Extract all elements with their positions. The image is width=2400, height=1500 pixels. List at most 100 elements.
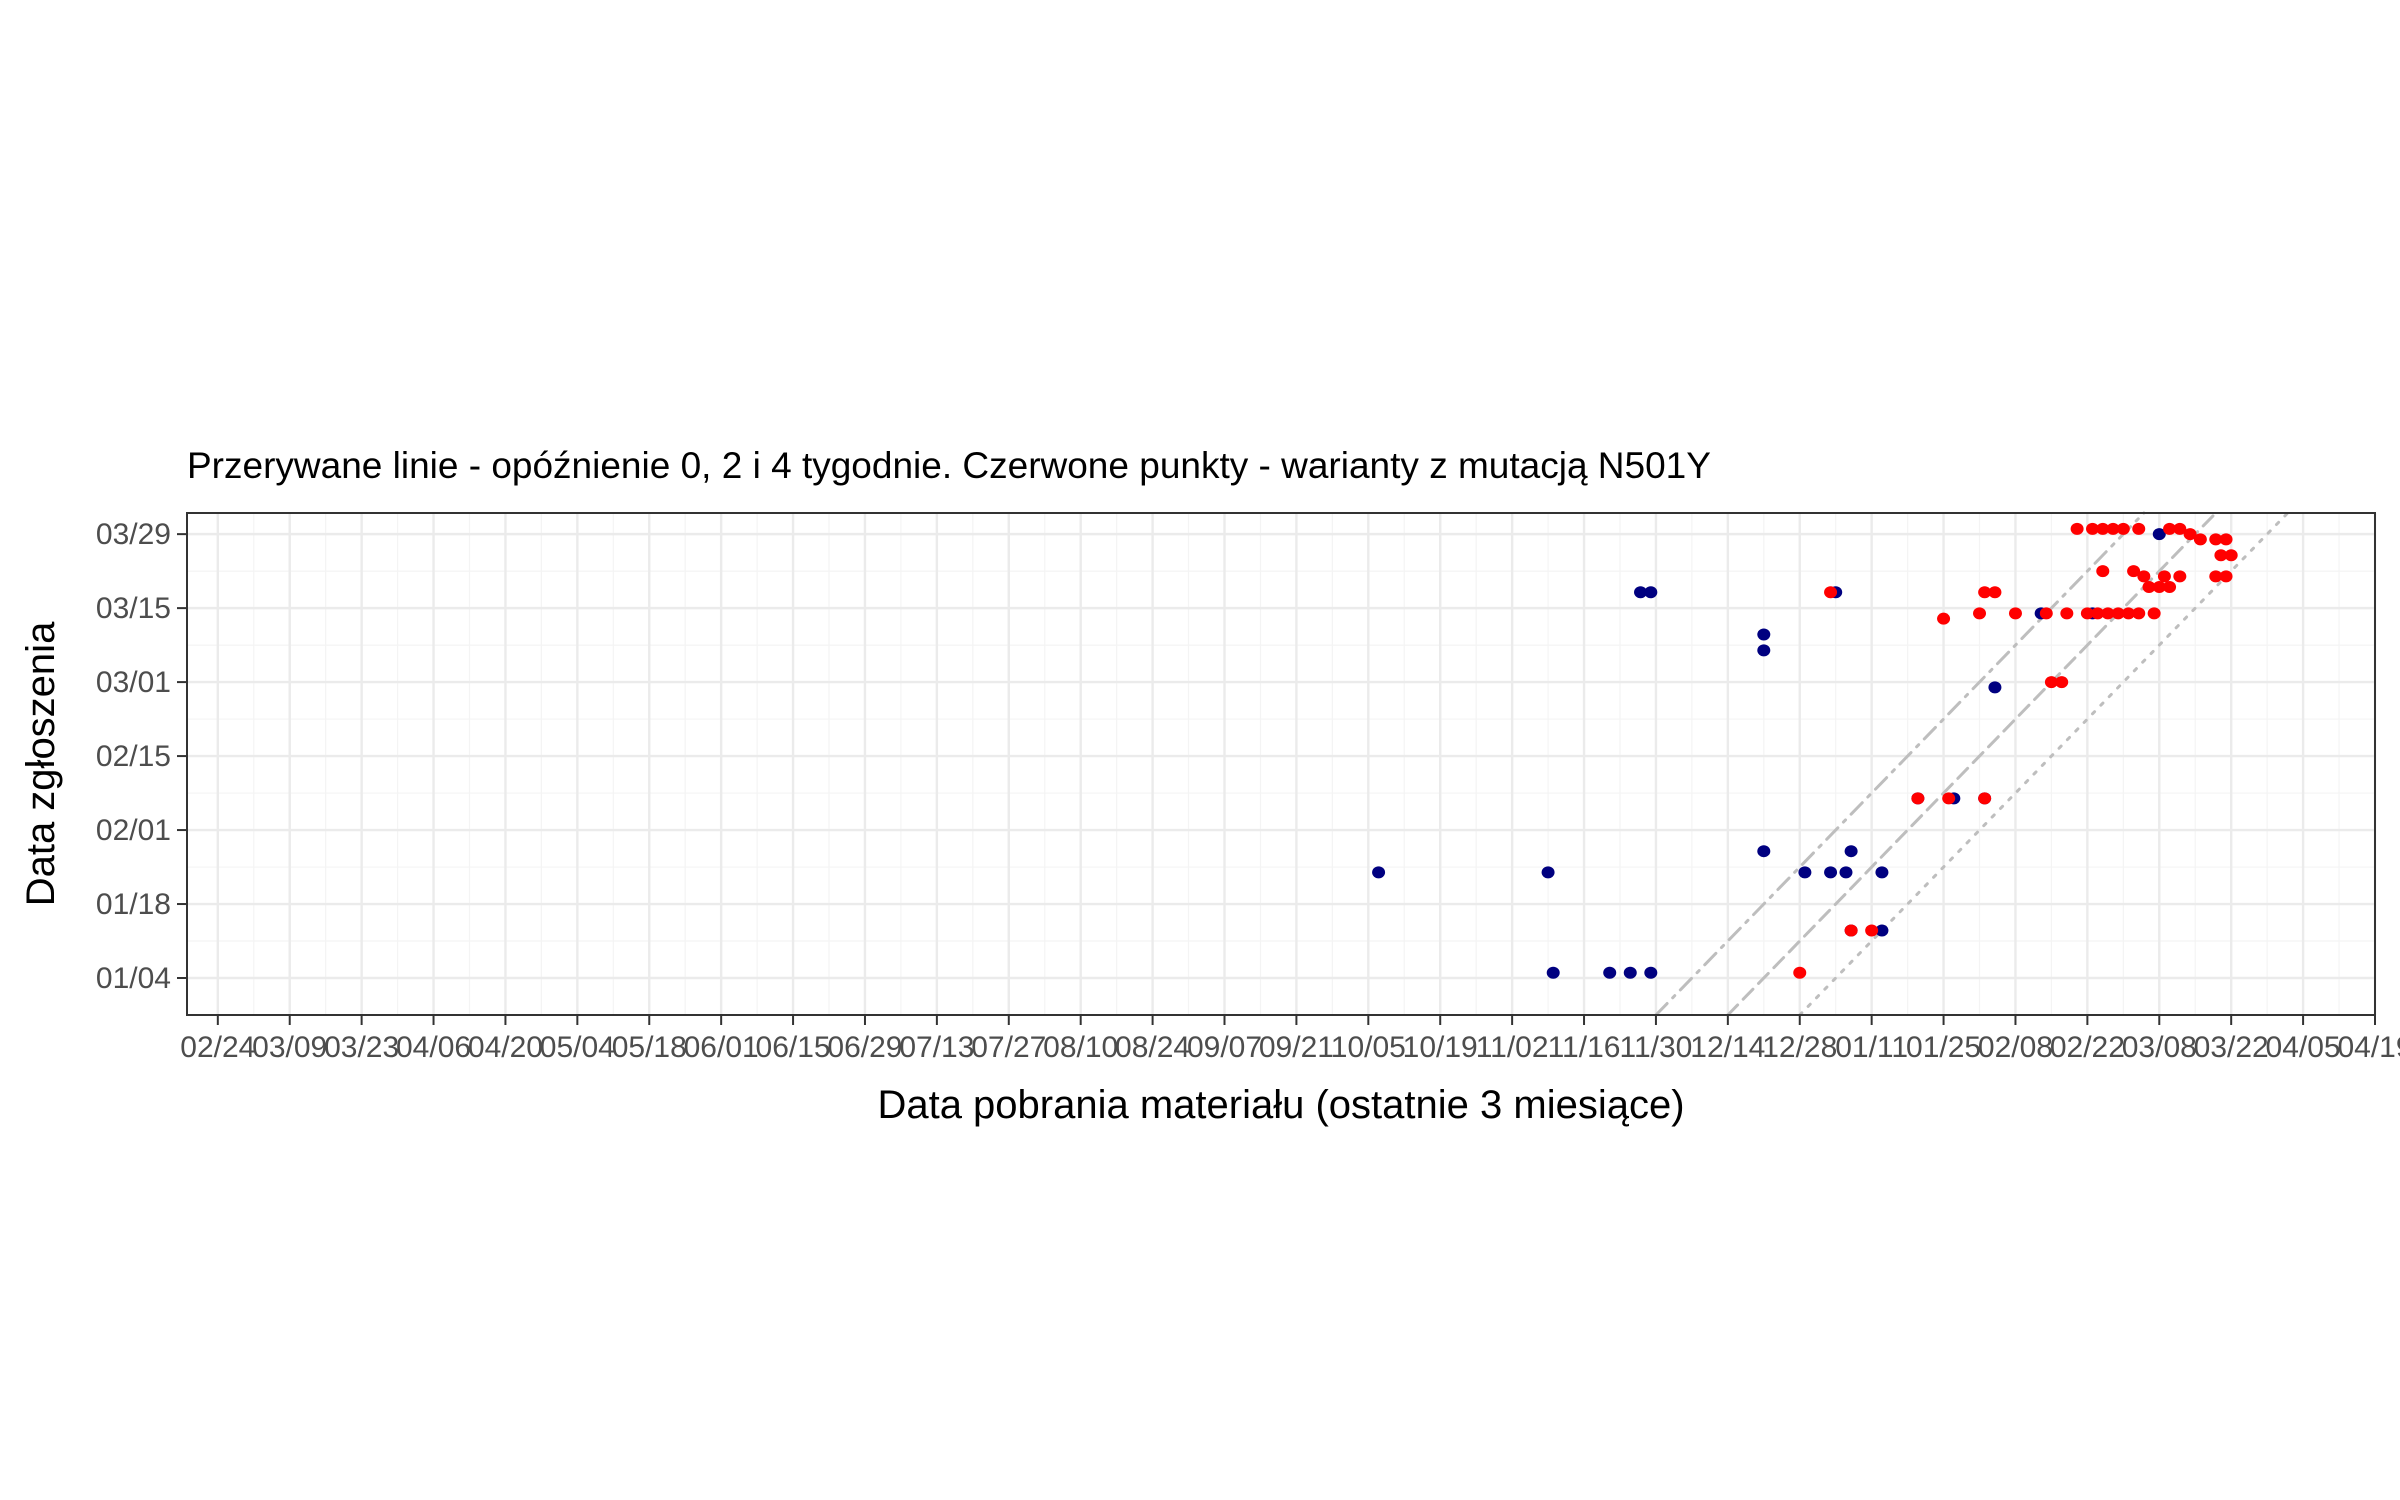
point-red [2157, 570, 2171, 583]
x-axis-title: Data pobrania materiału (ostatnie 3 mies… [877, 1083, 1684, 1127]
x-tick-label: 05/18 [612, 1031, 687, 1064]
point-red [2008, 607, 2022, 620]
point-red [2091, 607, 2105, 620]
point-red [2193, 533, 2207, 546]
point-blue [1798, 866, 1812, 879]
y-axis-title: Data zgłoszenia [19, 621, 63, 906]
x-tick-label: 04/05 [2266, 1031, 2341, 1064]
major-gridlines [187, 513, 2377, 1015]
x-tick-label: 01/11 [1835, 1031, 1908, 1064]
point-red [2096, 565, 2110, 578]
point-red [2219, 533, 2233, 546]
x-tick-label: 10/05 [1331, 1031, 1406, 1064]
point-red [2096, 522, 2110, 535]
point-red [1942, 792, 1956, 805]
x-tick-label: 01/25 [1906, 1031, 1981, 1064]
y-tick-label: 03/01 [96, 666, 171, 699]
point-red [2044, 676, 2058, 689]
x-tick-label: 03/23 [324, 1031, 399, 1064]
x-tick-label: 03/22 [2194, 1031, 2269, 1064]
x-tick-label: 02/08 [1978, 1031, 2053, 1064]
data-points [1372, 522, 2238, 979]
x-tick-label: 02/22 [2050, 1031, 2125, 1064]
x-tick-label: 11/02 [1476, 1031, 1549, 1064]
x-tick-label: 10/19 [1403, 1031, 1478, 1064]
x-tick-label: 06/29 [827, 1031, 902, 1064]
point-red [2116, 522, 2130, 535]
x-tick-label: 12/14 [1690, 1031, 1765, 1064]
chart-title: Przerywane linie - opóźnienie 0, 2 i 4 t… [187, 445, 1711, 486]
point-red [2214, 549, 2228, 562]
point-blue [1644, 966, 1658, 979]
point-red [2127, 565, 2141, 578]
point-red [2209, 570, 2223, 583]
x-tick-label: 04/06 [396, 1031, 471, 1064]
point-red [2173, 570, 2187, 583]
point-blue [1844, 845, 1858, 858]
y-axis: 01/04 01/18 02/01 02/15 03/01 03/15 03/29 [96, 518, 187, 995]
point-red [2137, 570, 2151, 583]
point-blue [1757, 628, 1771, 641]
x-tick-label: 07/27 [971, 1031, 1046, 1064]
point-blue [1634, 586, 1648, 599]
point-red [2224, 549, 2238, 562]
point-red [1844, 924, 1858, 937]
x-tick-label: 03/08 [2122, 1031, 2197, 1064]
point-blue [1623, 966, 1637, 979]
point-red [1937, 612, 1951, 625]
x-axis: 02/2403/0903/2304/0604/2005/0405/1806/01… [180, 1015, 2400, 1064]
point-blue [1757, 644, 1771, 657]
point-blue [1541, 866, 1555, 879]
delay-reference-lines [1654, 511, 2290, 1017]
x-tick-label: 11/16 [1548, 1031, 1621, 1064]
point-red [2106, 522, 2120, 535]
point-red [1973, 607, 1987, 620]
point-red [2142, 580, 2156, 593]
point-red [2086, 522, 2100, 535]
point-red [2132, 607, 2146, 620]
point-blue [1875, 866, 1889, 879]
point-red [2060, 607, 2074, 620]
x-tick-label: 04/20 [468, 1031, 543, 1064]
y-tick-label: 02/01 [96, 814, 171, 847]
point-red [2173, 522, 2187, 535]
point-red [1978, 586, 1992, 599]
plot-panel-border [186, 512, 2376, 1016]
point-red [2101, 607, 2115, 620]
delay-line-2w [1726, 511, 2218, 1017]
point-blue [1839, 866, 1853, 879]
point-blue [1757, 845, 1771, 858]
point-red [1824, 586, 1838, 599]
y-tick-label: 02/15 [96, 740, 171, 773]
point-red [2132, 522, 2146, 535]
point-blue [2152, 528, 2166, 541]
point-red [2152, 580, 2166, 593]
point-blue [1875, 924, 1889, 937]
point-red [2219, 570, 2233, 583]
x-tick-label: 08/10 [1043, 1031, 1118, 1064]
point-red [2209, 533, 2223, 546]
x-tick-label: 03/09 [252, 1031, 327, 1064]
point-blue [1824, 866, 1838, 879]
point-red [2163, 580, 2177, 593]
point-red [2163, 522, 2177, 535]
x-tick-label: 05/04 [540, 1031, 615, 1064]
point-red [1793, 966, 1807, 979]
x-tick-label: 06/15 [756, 1031, 831, 1064]
plot-panel [187, 513, 2375, 1015]
x-tick-label: 04/19 [2337, 1031, 2400, 1064]
point-red [2080, 607, 2094, 620]
x-tick-label: 07/13 [899, 1031, 974, 1064]
y-tick-label: 03/15 [96, 592, 171, 625]
delay-line-4w [1654, 511, 2146, 1017]
point-blue [1546, 966, 1560, 979]
point-red [1911, 792, 1925, 805]
point-blue [1644, 586, 1658, 599]
x-tick-label: 09/07 [1187, 1031, 1262, 1064]
point-red [2183, 528, 2197, 541]
x-tick-label: 09/21 [1259, 1031, 1334, 1064]
y-tick-label: 03/29 [96, 518, 171, 551]
y-tick-label: 01/04 [96, 962, 171, 995]
point-blue [1988, 681, 2002, 694]
